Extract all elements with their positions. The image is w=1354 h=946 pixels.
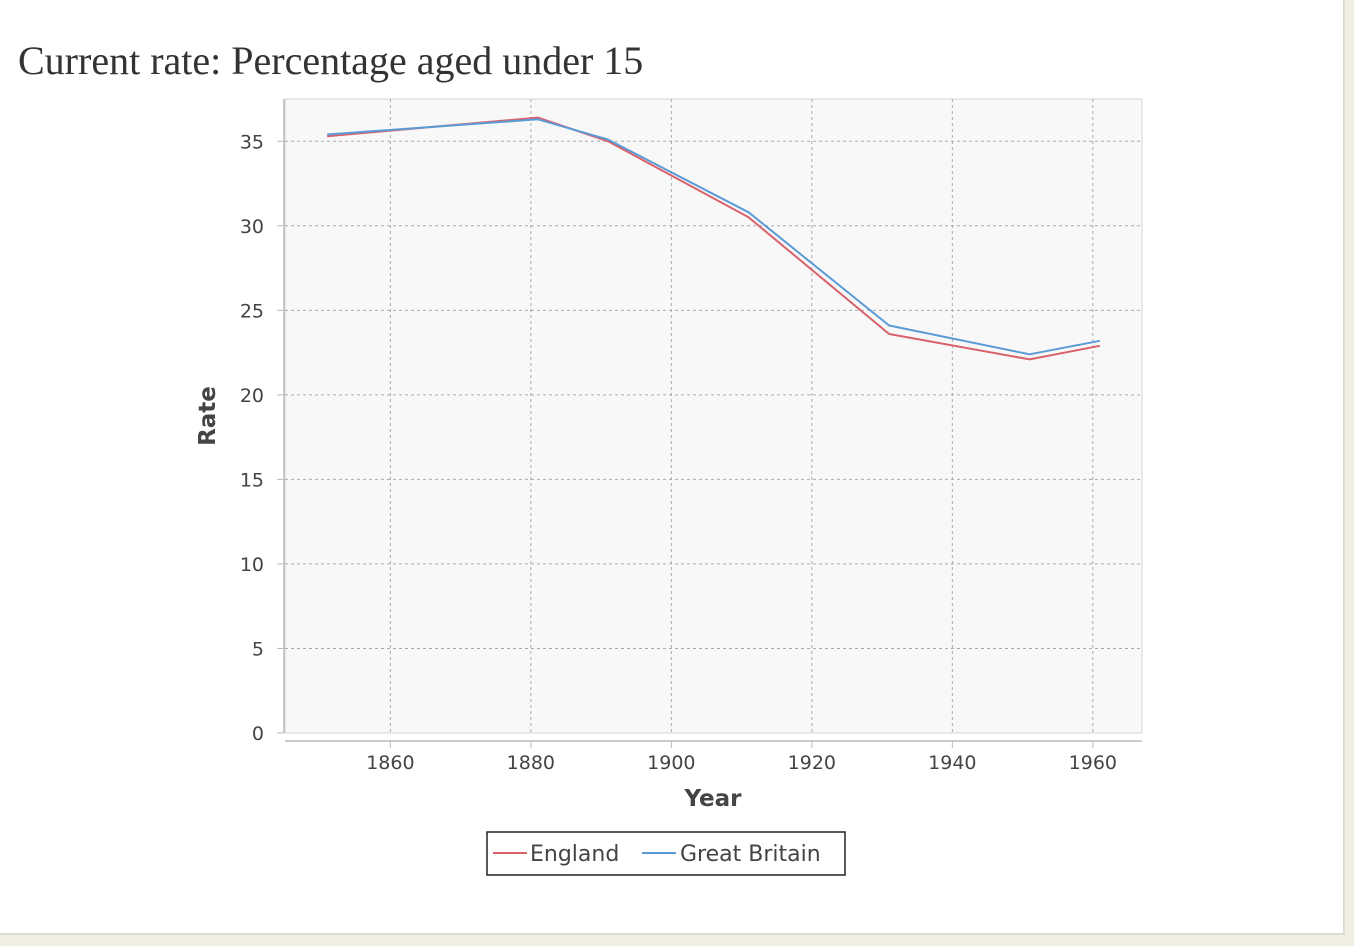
x-tick-label: 1860 xyxy=(366,752,414,774)
y-axis-title: Rate xyxy=(195,386,221,446)
y-tick-label: 0 xyxy=(252,723,264,745)
y-tick-label: 20 xyxy=(240,385,264,407)
x-tick-label: 1940 xyxy=(928,752,976,774)
x-tick-label: 1880 xyxy=(507,752,555,774)
plot-background xyxy=(284,98,1143,734)
page-title: Current rate: Percentage aged under 15 xyxy=(18,38,644,83)
legend-label-england: England xyxy=(530,842,619,867)
axis-ticks: 0 5 10 15 20 25 30 35 1860 1880 1900 1920 1940 1960 xyxy=(240,131,1117,774)
y-tick-label: 5 xyxy=(252,638,264,660)
y-tick-label: 35 xyxy=(240,131,264,153)
x-tick-label: 1920 xyxy=(788,752,836,774)
y-tick-label: 30 xyxy=(240,216,264,238)
y-tick-label: 10 xyxy=(240,554,264,576)
series-line-great-britain xyxy=(327,118,1101,356)
line-chart: 0 5 10 15 20 25 30 35 1860 1880 1900 1920 1940 1960 Y… xyxy=(195,98,1143,876)
x-tick-label: 1900 xyxy=(647,752,695,774)
y-tick-label: 15 xyxy=(240,469,264,491)
series-lines xyxy=(327,116,1101,361)
grid-lines xyxy=(285,99,1142,733)
series-line-england xyxy=(327,116,1101,361)
x-tick-label: 1960 xyxy=(1069,752,1117,774)
legend-label-great-britain: Great Britain xyxy=(680,842,821,867)
x-axis-title: Year xyxy=(683,786,742,812)
legend: England Great Britain xyxy=(486,831,846,876)
y-tick-label: 25 xyxy=(240,300,264,322)
